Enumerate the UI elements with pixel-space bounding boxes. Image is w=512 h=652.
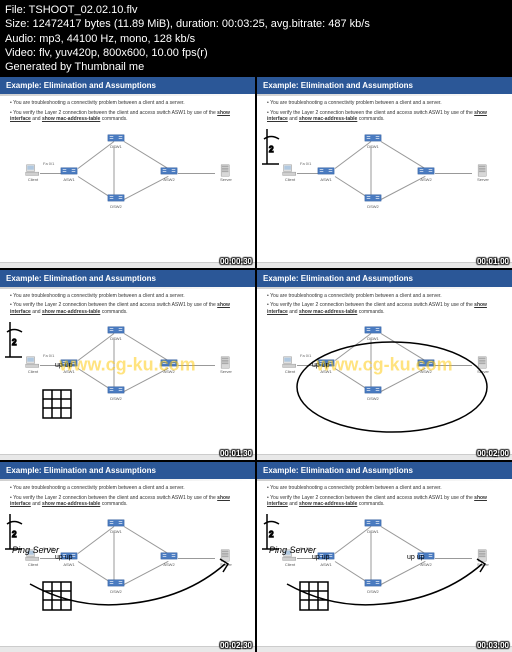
thumbnail-4: Example: Elimination and Assumptions You…	[257, 270, 512, 460]
port-label: Fa 0/1	[300, 546, 311, 551]
bullet-2: You verify the Layer 2 connection betwee…	[267, 495, 502, 508]
client-device: Client	[22, 164, 44, 182]
thumbnail-6: Example: Elimination and Assumptions You…	[257, 462, 512, 652]
port-label: Fa 0/1	[43, 161, 54, 166]
timestamp: 00:00:30	[220, 257, 252, 266]
slide-title: Example: Elimination and Assumptions	[257, 270, 512, 287]
asw1-switch: ASW1	[58, 356, 80, 374]
network-diagram: Client ASW1 DSW1 DSW2 ASW2 Server Fa 0/1	[10, 318, 245, 413]
video-line: Video: flv, yuv420p, 800x600, 10.00 fps(…	[5, 46, 507, 60]
dsw1-switch: DSW1	[105, 323, 127, 341]
file-line: File: TSHOOT_02.02.10.flv	[5, 3, 507, 17]
bullet-1: You are troubleshooting a connectivity p…	[267, 100, 502, 107]
dsw2-switch: DSW2	[362, 576, 384, 594]
dsw2-switch: DSW2	[105, 383, 127, 401]
size-line: Size: 12472417 bytes (11.89 MiB), durati…	[5, 17, 507, 31]
port-label: Fa 0/1	[300, 161, 311, 166]
slide-content: You are troubleshooting a connectivity p…	[0, 94, 255, 267]
bullet-1: You are troubleshooting a connectivity p…	[267, 485, 502, 492]
slide-title: Example: Elimination and Assumptions	[0, 270, 255, 287]
timestamp: 00:03:00	[477, 641, 509, 650]
slide-content: You are troubleshooting a connectivity p…	[257, 94, 512, 267]
asw2-switch: ASW2	[158, 549, 180, 567]
client-device: Client	[279, 549, 301, 567]
dsw2-switch: DSW2	[105, 191, 127, 209]
audio-line: Audio: mp3, 44100 Hz, mono, 128 kb/s	[5, 32, 507, 46]
bullet-1: You are troubleshooting a connectivity p…	[10, 100, 245, 107]
bullet-2: You verify the Layer 2 connection betwee…	[267, 302, 502, 315]
asw2-switch: ASW2	[415, 164, 437, 182]
asw1-switch: ASW1	[58, 549, 80, 567]
thumbnail-3: Example: Elimination and Assumptions You…	[0, 270, 255, 460]
bullet-2: You verify the Layer 2 connection betwee…	[10, 302, 245, 315]
timestamp: 00:01:00	[477, 257, 509, 266]
slide-title: Example: Elimination and Assumptions	[0, 462, 255, 479]
port-label: Fa 0/1	[300, 353, 311, 358]
thumbnail-1: Example: Elimination and Assumptions You…	[0, 77, 255, 267]
slide-title: Example: Elimination and Assumptions	[257, 77, 512, 94]
network-diagram: Client ASW1 DSW1 DSW2 ASW2 Server Fa 0/1	[10, 126, 245, 221]
dsw2-switch: DSW2	[362, 191, 384, 209]
network-diagram: Client ASW1 DSW1 DSW2 ASW2 Server Fa 0/1	[267, 511, 502, 606]
thumbnail-2: Example: Elimination and Assumptions You…	[257, 77, 512, 267]
dsw2-switch: DSW2	[105, 576, 127, 594]
client-device: Client	[22, 356, 44, 374]
slide-footer	[257, 262, 512, 268]
asw1-switch: ASW1	[315, 549, 337, 567]
port-label: Fa 0/1	[43, 546, 54, 551]
network-diagram: Client ASW1 DSW1 DSW2 ASW2 Server Fa 0/1	[267, 318, 502, 413]
server-device: Server	[215, 164, 237, 182]
timestamp: 00:02:00	[477, 449, 509, 458]
slide-footer	[0, 646, 255, 652]
slide-content: You are troubleshooting a connectivity p…	[257, 287, 512, 460]
bullet-1: You are troubleshooting a connectivity p…	[10, 293, 245, 300]
thumbnail-5: Example: Elimination and Assumptions You…	[0, 462, 255, 652]
slide-footer	[0, 454, 255, 460]
thumbnail-grid: Example: Elimination and Assumptions You…	[0, 77, 512, 652]
slide-content: You are troubleshooting a connectivity p…	[257, 479, 512, 652]
slide-footer	[0, 262, 255, 268]
network-diagram: Client ASW1 DSW1 DSW2 ASW2 Server Fa 0/1	[267, 126, 502, 221]
slide-footer	[257, 646, 512, 652]
client-device: Client	[279, 164, 301, 182]
dsw1-switch: DSW1	[105, 131, 127, 149]
slide-footer	[257, 454, 512, 460]
server-device: Server	[215, 549, 237, 567]
port-label: Fa 0/1	[43, 353, 54, 358]
client-device: Client	[279, 356, 301, 374]
asw2-switch: ASW2	[415, 549, 437, 567]
bullet-1: You are troubleshooting a connectivity p…	[267, 293, 502, 300]
asw1-switch: ASW1	[315, 356, 337, 374]
timestamp: 00:02:30	[220, 641, 252, 650]
server-device: Server	[472, 549, 494, 567]
dsw1-switch: DSW1	[105, 516, 127, 534]
asw1-switch: ASW1	[315, 164, 337, 182]
slide-title: Example: Elimination and Assumptions	[0, 77, 255, 94]
dsw2-switch: DSW2	[362, 383, 384, 401]
dsw1-switch: DSW1	[362, 516, 384, 534]
client-device: Client	[22, 549, 44, 567]
bullet-1: You are troubleshooting a connectivity p…	[10, 485, 245, 492]
slide-content: You are troubleshooting a connectivity p…	[0, 287, 255, 460]
asw2-switch: ASW2	[415, 356, 437, 374]
dsw1-switch: DSW1	[362, 323, 384, 341]
timestamp: 00:01:30	[220, 449, 252, 458]
dsw1-switch: DSW1	[362, 131, 384, 149]
generated-line: Generated by Thumbnail me	[5, 60, 507, 74]
slide-title: Example: Elimination and Assumptions	[257, 462, 512, 479]
bullet-2: You verify the Layer 2 connection betwee…	[10, 110, 245, 123]
metadata-header: File: TSHOOT_02.02.10.flv Size: 12472417…	[0, 0, 512, 77]
bullet-2: You verify the Layer 2 connection betwee…	[267, 110, 502, 123]
server-device: Server	[472, 356, 494, 374]
asw2-switch: ASW2	[158, 164, 180, 182]
server-device: Server	[472, 164, 494, 182]
bullet-2: You verify the Layer 2 connection betwee…	[10, 495, 245, 508]
server-device: Server	[215, 356, 237, 374]
asw2-switch: ASW2	[158, 356, 180, 374]
network-diagram: Client ASW1 DSW1 DSW2 ASW2 Server Fa 0/1	[10, 511, 245, 606]
asw1-switch: ASW1	[58, 164, 80, 182]
slide-content: You are troubleshooting a connectivity p…	[0, 479, 255, 652]
